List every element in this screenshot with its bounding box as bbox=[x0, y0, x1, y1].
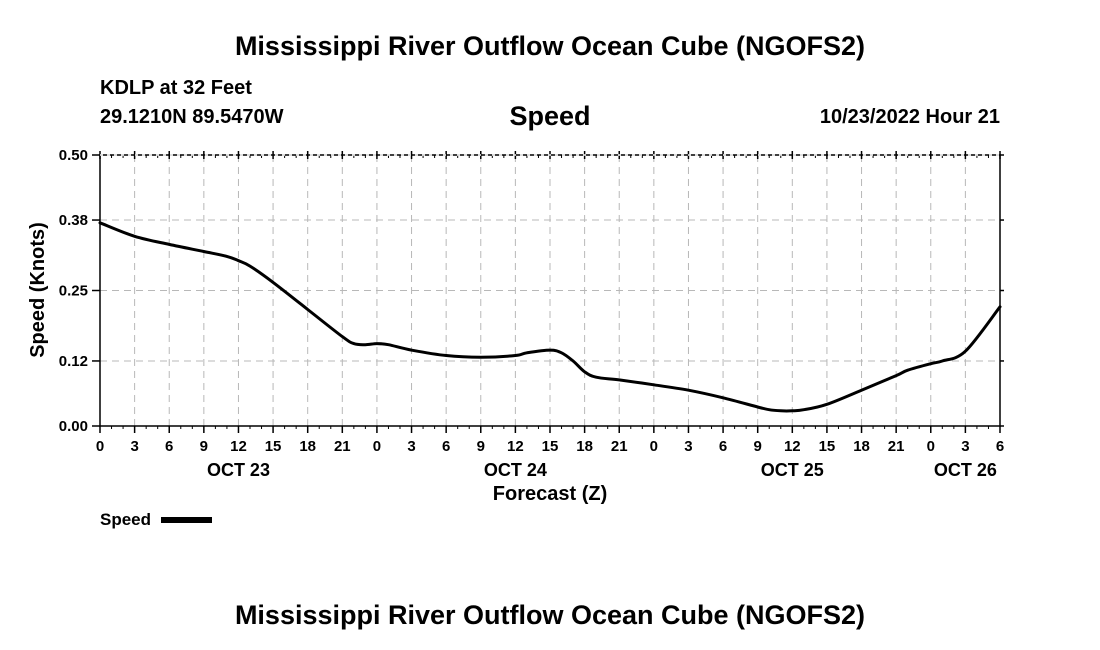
x-tick-label: 18 bbox=[299, 438, 316, 455]
x-tick-label: 9 bbox=[200, 438, 208, 455]
x-tick-label: 0 bbox=[96, 438, 104, 455]
x-tick-label: 6 bbox=[442, 438, 450, 455]
x-tick-label: 12 bbox=[507, 438, 524, 455]
x-tick-label: 0 bbox=[650, 438, 658, 455]
x-tick-label: 6 bbox=[719, 438, 727, 455]
x-tick-label: 3 bbox=[684, 438, 692, 455]
x-tick-label: 21 bbox=[888, 438, 905, 455]
series-line-speed bbox=[98, 221, 1002, 413]
x-tick-label: 3 bbox=[407, 438, 415, 455]
x-tick-label: 9 bbox=[754, 438, 762, 455]
x-tick-label: 12 bbox=[784, 438, 801, 455]
x-tick-label: 12 bbox=[230, 438, 247, 455]
axis-ticks bbox=[92, 151, 1004, 433]
x-tick-label: 18 bbox=[576, 438, 593, 455]
x-date-label: OCT 24 bbox=[484, 460, 547, 480]
x-date-label: OCT 25 bbox=[761, 460, 824, 480]
chart-title-bottom: Mississippi River Outflow Ocean Cube (NG… bbox=[234, 600, 866, 630]
x-tick-label: 6 bbox=[996, 438, 1004, 455]
y-tick-label: 0.12 bbox=[59, 353, 88, 370]
x-tick-label: 3 bbox=[130, 438, 138, 455]
legend: Speed bbox=[100, 510, 212, 529]
y-tick-label: 0.50 bbox=[59, 147, 88, 164]
x-tick-label: 21 bbox=[611, 438, 628, 455]
y-axis-label: Speed (Knots) bbox=[27, 222, 49, 358]
x-axis-label: Forecast (Z) bbox=[493, 483, 607, 505]
x-tick-label: 18 bbox=[853, 438, 870, 455]
x-tick-label: 15 bbox=[542, 438, 559, 455]
station-label: KDLP at 32 Feet bbox=[100, 77, 252, 99]
x-tick-label: 0 bbox=[373, 438, 381, 455]
axis-tick-labels: 0 3 6 9 12 15 18 21 0 3 6 9 12 15 18 21 0 3 6 9 12 15 18 21 0 3 6 0… bbox=[59, 147, 1004, 480]
legend-label-speed: Speed bbox=[100, 510, 151, 529]
x-date-label: OCT 23 bbox=[207, 460, 270, 480]
y-tick-label: 0.00 bbox=[59, 418, 88, 435]
x-tick-label: 0 bbox=[927, 438, 935, 455]
x-tick-label: 15 bbox=[819, 438, 836, 455]
x-tick-label: 3 bbox=[961, 438, 969, 455]
forecast-datetime: 10/23/2022 Hour 21 bbox=[819, 106, 1000, 128]
chart-title-top: Mississippi River Outflow Ocean Cube (NG… bbox=[234, 31, 866, 61]
x-tick-label: 15 bbox=[265, 438, 282, 455]
y-tick-label: 0.38 bbox=[59, 212, 88, 229]
station-coordinates: 29.1210N 89.5470W bbox=[100, 106, 284, 128]
y-tick-label: 0.25 bbox=[59, 283, 88, 300]
x-date-label: OCT 26 bbox=[934, 460, 997, 480]
chart-subtitle-speed: Speed bbox=[509, 101, 590, 131]
grid-lines bbox=[100, 155, 1000, 426]
x-tick-label: 21 bbox=[334, 438, 351, 455]
x-tick-label: 9 bbox=[477, 438, 485, 455]
x-tick-label: 6 bbox=[165, 438, 173, 455]
